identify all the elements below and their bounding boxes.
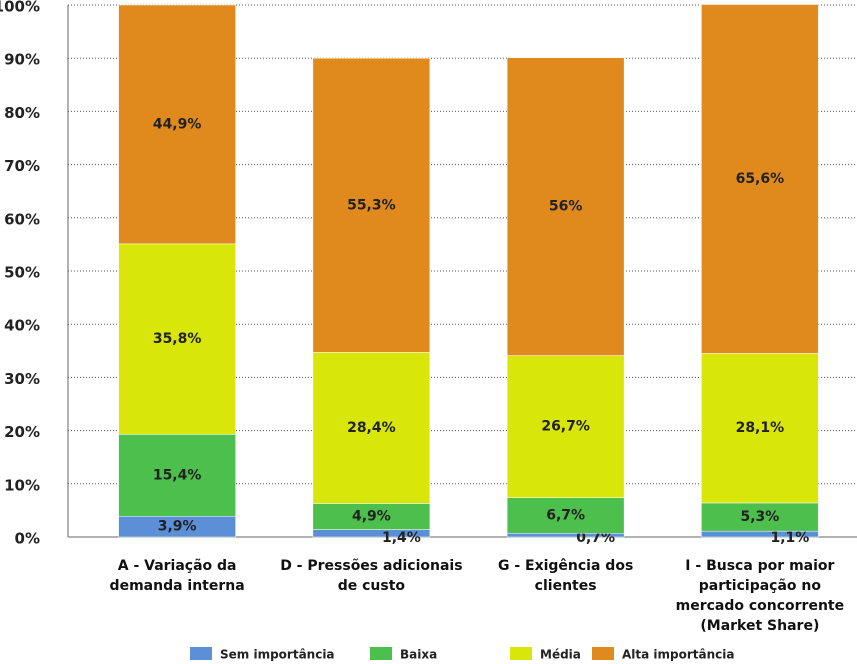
bar-segment bbox=[118, 243, 236, 435]
legend-label: Baixa bbox=[400, 648, 437, 662]
value-label: 5,3% bbox=[740, 509, 779, 525]
bar-segment bbox=[701, 502, 819, 532]
bar-segment bbox=[118, 4, 236, 245]
bar-segment bbox=[312, 352, 431, 504]
y-tick-label: 20% bbox=[4, 423, 40, 441]
legend-label: Alta importância bbox=[622, 648, 734, 662]
legend-swatch bbox=[370, 647, 392, 660]
y-tick-label: 40% bbox=[4, 317, 40, 335]
y-tick-label: 90% bbox=[4, 51, 40, 69]
bar-segment bbox=[506, 355, 625, 498]
y-tick-label: 80% bbox=[4, 104, 40, 122]
value-label: 15,4% bbox=[153, 467, 202, 483]
y-tick-label: 60% bbox=[4, 210, 40, 228]
bar-segment bbox=[701, 353, 819, 504]
y-tick-label: 50% bbox=[4, 264, 40, 282]
value-label: 6,7% bbox=[546, 507, 585, 523]
value-label: 3,9% bbox=[158, 519, 197, 535]
legend-label: Média bbox=[540, 648, 581, 662]
x-tick-label: D - Pressões adicionais de custo bbox=[280, 558, 463, 594]
value-label: 35,8% bbox=[153, 331, 202, 347]
value-label: 1,4% bbox=[382, 530, 421, 546]
value-label: 4,9% bbox=[352, 509, 391, 525]
bar-segment bbox=[312, 503, 431, 530]
y-tick-label: 0% bbox=[15, 530, 40, 548]
bar-segment bbox=[312, 57, 431, 353]
bar-segment bbox=[701, 4, 819, 354]
legend-swatch bbox=[592, 647, 614, 660]
value-label: 26,7% bbox=[541, 419, 590, 435]
value-label: 28,4% bbox=[347, 420, 396, 436]
value-label: 65,6% bbox=[736, 171, 785, 187]
bar-segment bbox=[506, 497, 625, 534]
x-tick-label: I - Busca por maior participação no merc… bbox=[675, 558, 845, 634]
value-label: 56% bbox=[549, 199, 583, 215]
value-label: 0,7% bbox=[576, 530, 615, 546]
legend-swatch bbox=[190, 647, 212, 660]
value-label: 1,1% bbox=[770, 530, 809, 546]
value-label: 44,9% bbox=[153, 116, 202, 132]
y-tick-label: 30% bbox=[4, 370, 40, 388]
y-tick-label: 70% bbox=[4, 157, 40, 175]
y-tick-label: 10% bbox=[4, 476, 40, 494]
legend-label: Sem importância bbox=[220, 648, 335, 662]
x-tick-label: A - Variação da demanda interna bbox=[109, 558, 245, 594]
value-label: 55,3% bbox=[347, 197, 396, 213]
value-label: 28,1% bbox=[736, 420, 785, 436]
bar-segment bbox=[118, 434, 236, 517]
y-tick-label: 100% bbox=[0, 0, 40, 16]
legend-swatch bbox=[510, 647, 532, 660]
bar-segment bbox=[506, 57, 625, 356]
x-tick-label: G - Exigência dos clientes bbox=[497, 558, 634, 594]
